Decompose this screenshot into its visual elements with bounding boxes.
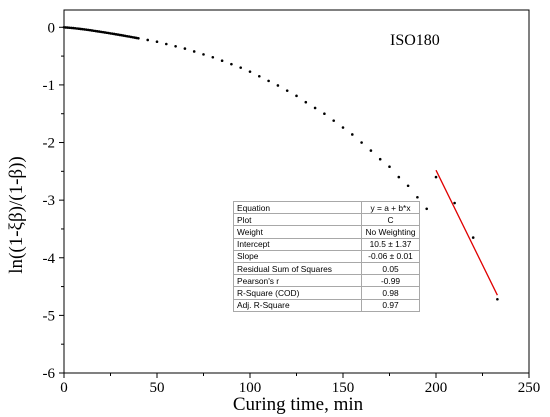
data-point [70,26,73,30]
fit-table-row: R-Square (COD) 0.98 [233,286,420,300]
data-point [174,45,177,48]
y-tick-label: -2 [43,136,56,152]
fit-table-row: Residual Sum of Squares 0.05 [233,261,420,276]
data-point [471,236,475,239]
fit-table-row: Slope -0.06 ± 0.01 [233,249,420,263]
fit-param-value: 0.98 [361,286,420,300]
fit-param-value: 0.97 [361,298,420,312]
plot-frame [63,9,530,374]
fit-param-label: Slope [233,249,362,263]
fit-param-label: Adj. R-Square [233,298,362,312]
data-point [267,79,270,83]
fit-table-row: Equation y = a + b*x [233,200,420,215]
fit-param-label: Pearson's r [233,274,362,288]
fit-param-value: C [361,213,420,227]
x-tick-label: 50 [150,380,165,396]
data-point [416,195,419,199]
data-point [137,36,140,40]
data-point [192,50,196,53]
data-point [425,207,429,211]
data-point [397,175,401,179]
data-point [211,55,215,59]
data-point [248,70,252,73]
data-point [341,126,345,129]
fit-table-row: Adj. R-Square 0.97 [233,298,420,312]
y-axis-title: ln((1-ξβ)/(1-β)) [6,156,27,273]
data-point [285,89,289,92]
fit-param-value: No Weighting [361,225,420,239]
data-point [453,201,456,205]
fit-table-row: Intercept 10.5 ± 1.37 [233,237,420,251]
data-point [434,175,438,179]
fit-param-label: Residual Sum of Squares [233,261,362,276]
fit-param-value: y = a + b*x [361,200,420,215]
data-point [378,157,382,161]
fit-param-value: -0.06 ± 0.01 [361,249,420,263]
data-point [496,297,499,301]
data-point [165,42,168,46]
fit-param-value: 10.5 ± 1.37 [361,237,420,251]
data-point [230,62,233,66]
x-tick-label: 200 [425,380,448,396]
data-point [295,94,298,98]
data-point [220,59,224,63]
data-point [183,47,187,50]
data-point [155,40,159,43]
x-tick-label: 0 [60,380,68,396]
fit-table-row: Weight No Weighting [233,225,420,239]
fit-results-table: Equation y = a + b*x Plot C Weight No Weighti… [233,200,420,312]
data-point [62,25,66,29]
data-point [388,165,391,169]
y-tick-label: -4 [43,251,56,267]
data-point [406,184,410,188]
fit-line [435,169,498,296]
series-annotation: ISO180 [390,32,440,49]
fit-param-label: Plot [233,213,362,227]
data-point [202,53,205,56]
data-point [323,112,326,116]
fit-param-value: -0.99 [361,274,420,288]
data-point [369,149,373,152]
fit-table-row: Pearson's r -0.99 [233,274,420,288]
y-tick-label: -1 [43,78,56,94]
x-tick-label: 100 [239,380,262,396]
data-point [146,38,149,42]
y-tick-label: -5 [43,308,56,324]
data-point [332,119,336,122]
fit-param-label: Equation [233,200,362,215]
y-tick-label: -6 [43,366,56,382]
fit-param-label: Weight [233,225,362,239]
x-tick-label: 150 [332,380,355,396]
data-point [64,26,68,29]
data-point [304,100,308,104]
y-tick-label: 0 [48,20,56,36]
data-point [351,133,354,136]
data-point [313,106,317,110]
fit-param-value: 0.05 [361,261,420,276]
fit-param-label: Intercept [233,237,362,251]
data-point [258,74,261,78]
x-tick-label: 250 [518,380,541,396]
data-point [360,141,363,144]
data-point [72,26,75,30]
data-point [66,26,70,29]
x-axis-title: Curing time, min [233,394,364,415]
data-point [276,84,280,87]
data-point [68,26,71,30]
fit-param-label: R-Square (COD) [233,286,362,300]
y-tick-label: -3 [43,193,56,209]
data-point [239,66,242,69]
fit-table-row: Plot C [233,213,420,227]
